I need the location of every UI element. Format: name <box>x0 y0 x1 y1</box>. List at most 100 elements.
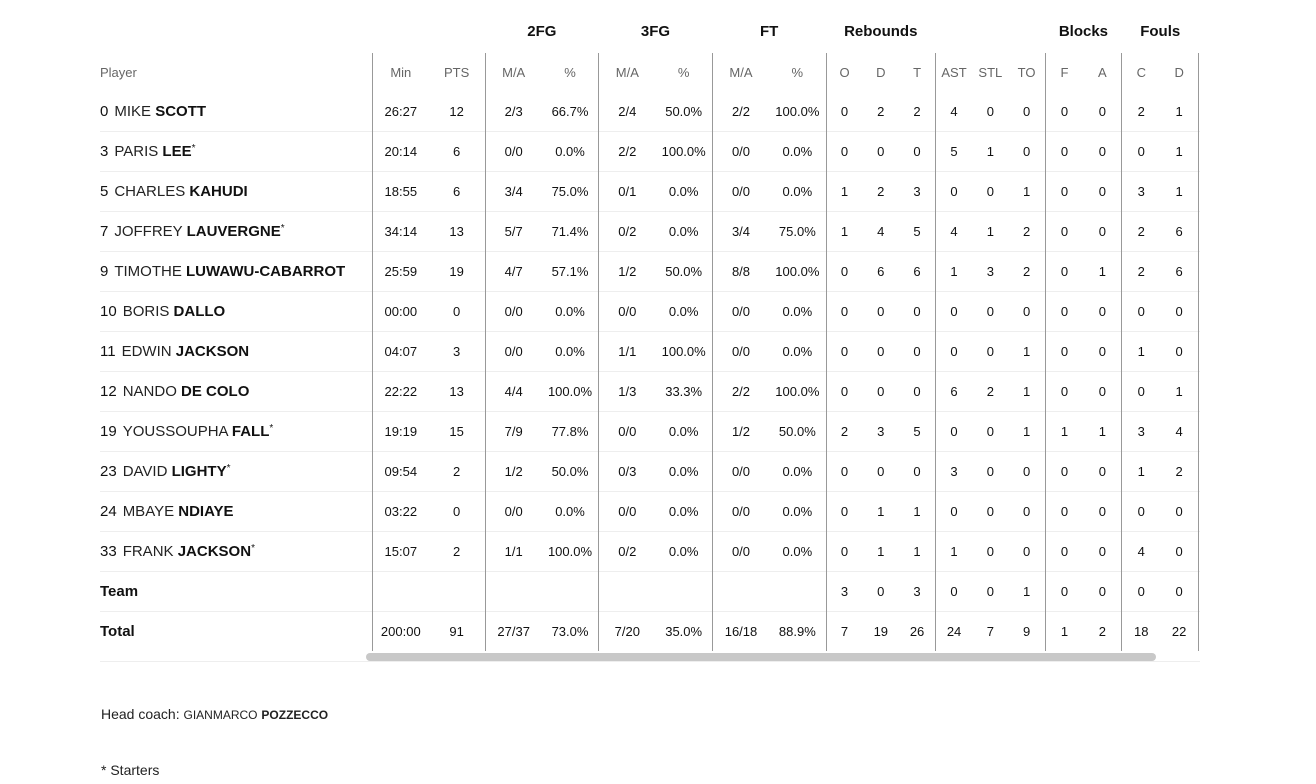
stat-cell: 0 <box>428 291 486 332</box>
col-ma: M/A <box>598 53 656 92</box>
stat-cell: 2/3 <box>484 92 542 132</box>
stat-cell: 5 <box>935 131 973 172</box>
stat-cell: 2 <box>1008 251 1046 292</box>
player-name-cell[interactable]: 11 EDWIN JACKSON <box>100 331 373 372</box>
stat-cell: 4 <box>862 211 900 252</box>
stat-cell: 3 <box>825 571 863 612</box>
stat-cell: 1 <box>1083 411 1122 452</box>
player-name-cell[interactable]: 7 JOFFREY LAUVERGNE* <box>100 211 373 252</box>
jersey-number: 7 <box>100 223 109 240</box>
stat-cell: 0 <box>1044 331 1084 372</box>
stat-cell: 09:54 <box>371 451 429 492</box>
stat-cell: -2 <box>1198 531 1200 572</box>
stat-cell: 1 <box>1121 451 1161 492</box>
stat-cell: 6 <box>899 251 936 292</box>
stat-cell: 0 <box>935 291 973 332</box>
stat-cell <box>371 571 429 612</box>
stat-cell: 0 <box>1083 571 1122 612</box>
stat-cell: 2 <box>1083 611 1122 651</box>
stat-cell: 50.0% <box>769 411 826 452</box>
stat-cell: 0 <box>1083 171 1122 212</box>
stat-cell: 0 <box>862 291 900 332</box>
stat-cell: 15:07 <box>371 531 429 572</box>
stat-cell: 0 <box>1160 531 1199 572</box>
player-name-cell[interactable]: 10 BORIS DALLO <box>100 291 373 332</box>
stat-cell: 1 <box>935 531 973 572</box>
last-name: KAHUDI <box>189 183 248 200</box>
stat-cell: 0/0 <box>711 131 770 172</box>
stat-cell: 0 <box>825 331 863 372</box>
stat-cell: 2 <box>1198 451 1200 492</box>
stat-cell: 200:00 <box>371 611 429 651</box>
stat-cell: 2 <box>1121 251 1161 292</box>
first-name: NANDO <box>122 383 177 400</box>
stat-cell: 5 <box>899 411 936 452</box>
player-row: 24 MBAYE NDIAYE 03:22 0 0/0 0.0% 0/0 0.0% 0/0 0.0… <box>100 491 1200 532</box>
stat-cell: 12 <box>449 104 464 119</box>
stat-cell: 0.0% <box>655 531 713 572</box>
stat-cell: 20:14 <box>371 131 429 172</box>
jersey-number: 10 <box>100 303 117 320</box>
player-name-cell[interactable]: 3 PARIS LEE* <box>100 131 373 172</box>
last-name: LIGHTY <box>171 463 227 480</box>
stat-cell: 0 <box>1121 371 1161 412</box>
col-d: D <box>876 65 886 80</box>
stat-cell: 0 <box>1044 491 1084 532</box>
stat-cell: 04:07 <box>371 331 429 372</box>
stat-cell: 2 <box>862 171 900 212</box>
player-name-cell[interactable]: 0 MIKE SCOTT <box>100 92 372 132</box>
stat-cell: 16/18 <box>711 611 770 651</box>
stat-cell: 0 <box>1083 331 1122 372</box>
group-3fg: 3FG <box>640 23 671 40</box>
player-name-cell[interactable]: 12 NANDO DE COLO <box>100 371 373 412</box>
stat-cell: 22 <box>1160 611 1199 651</box>
last-name: LEE <box>162 143 192 160</box>
player-name-cell[interactable]: 23 DAVID LIGHTY* <box>100 451 373 492</box>
stat-cell: 0 <box>972 171 1009 212</box>
player-name-cell[interactable]: 19 YOUSSOUPHA FALL* <box>100 411 373 452</box>
coach-first-name: GIANMARCO <box>183 708 258 722</box>
jersey-number: 3 <box>100 143 109 160</box>
stat-cell: 3 <box>862 411 900 452</box>
stat-cell: 0 <box>825 451 863 492</box>
player-name-cell[interactable]: 24 MBAYE NDIAYE <box>100 491 373 532</box>
stat-cell: 0.0% <box>655 411 713 452</box>
first-name: EDWIN <box>121 343 172 360</box>
player-name-cell[interactable]: 33 FRANK JACKSON* <box>100 531 373 572</box>
horizontal-scrollbar[interactable] <box>366 653 1156 661</box>
col-ma: M/A <box>484 53 542 92</box>
stat-cell: 0.0% <box>769 531 826 572</box>
stat-cell: 1/3 <box>598 371 656 412</box>
coach-last-name: POZZECCO <box>261 708 329 722</box>
stat-cell: 1 <box>899 491 936 532</box>
stat-cell: 0 <box>1198 291 1200 332</box>
stat-cell: 0 <box>1044 571 1084 612</box>
stat-cell: 0 <box>1160 331 1199 372</box>
stat-cell: 0 <box>825 491 863 532</box>
stat-cell: 0 <box>1044 291 1084 332</box>
boxscore-scroll-area[interactable]: 2FG 3FG FT Rebounds Blocks Fouls Player … <box>100 10 1200 651</box>
stat-cell: 0 <box>1098 104 1106 119</box>
stat-cell: 0 <box>1121 491 1161 532</box>
jersey-number: 24 <box>100 503 117 520</box>
stat-cell: 0.0% <box>655 291 713 332</box>
stat-cell <box>769 571 826 612</box>
stat-cell: 2/2 <box>711 371 770 412</box>
last-name: LAUVERGNE <box>186 223 281 240</box>
jersey-number: 9 <box>100 263 109 280</box>
first-name: JOFFREY <box>114 223 183 240</box>
stat-cell: 1 <box>1008 171 1046 212</box>
stat-cell: 0/0 <box>484 291 542 332</box>
stat-cell: 2 <box>428 531 486 572</box>
stat-cell: 1 <box>1121 331 1161 372</box>
first-name: FRANK <box>122 543 174 560</box>
player-row: 33 FRANK JACKSON* 15:07 2 1/1 100.0% 0/2 0.0% 0/… <box>100 531 1200 572</box>
stat-cell: 0/1 <box>598 171 656 212</box>
player-name-cell[interactable]: 9 TIMOTHE LUWAWU-CABARROT <box>100 251 373 292</box>
starter-mark: * <box>269 423 274 434</box>
player-name-cell[interactable]: 5 CHARLES KAHUDI <box>100 171 373 212</box>
stat-cell: 0 <box>1083 451 1122 492</box>
stat-cell: 0/0 <box>711 291 770 332</box>
stat-cell: 19 <box>862 611 900 651</box>
stat-cell: 1/2 <box>598 251 656 292</box>
